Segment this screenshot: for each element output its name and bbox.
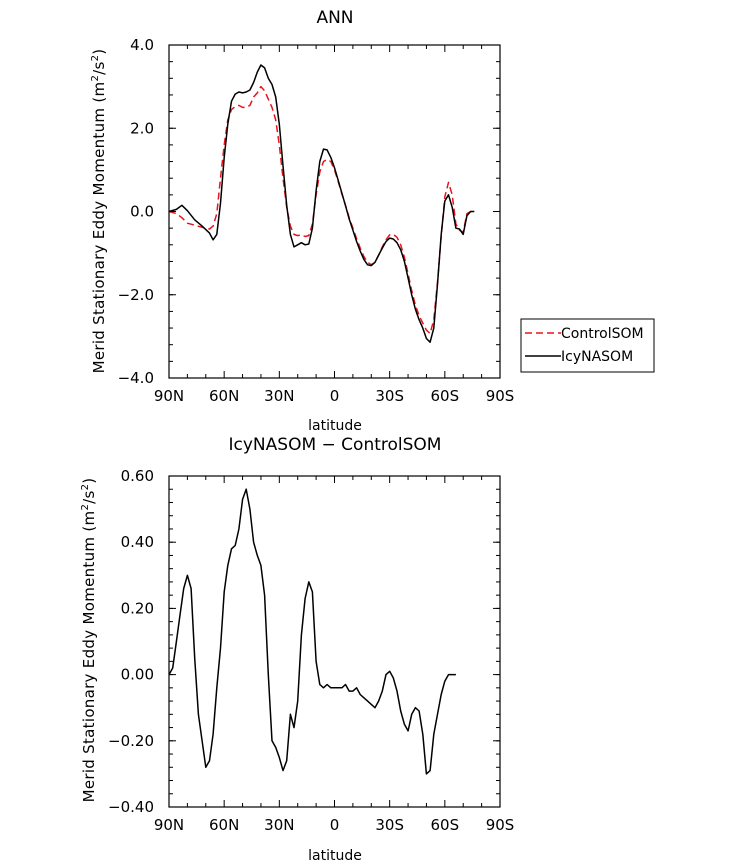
legend-label-controlsom: ControlSOM bbox=[561, 326, 644, 342]
x-tick-label: 30N bbox=[264, 816, 294, 834]
x-tick-label: 0 bbox=[330, 387, 340, 405]
y-tick-label: −0.40 bbox=[108, 798, 154, 816]
x-tick-label: 90N bbox=[154, 387, 184, 405]
y-axis-label-top: Merid Stationary Eddy Momentum (m2/s2) bbox=[90, 49, 108, 374]
legend-box bbox=[520, 318, 655, 373]
x-tick-label: 90S bbox=[486, 816, 515, 834]
x-tick-label: 30S bbox=[375, 387, 404, 405]
chart-panel-top: ANN Merid Stationary Eddy Momentum (m2/s… bbox=[90, 8, 655, 434]
y-tick-label: −0.20 bbox=[108, 732, 154, 750]
x-tick-label: 90N bbox=[154, 816, 184, 834]
y-axis-label-bottom: Merid Stationary Eddy Momentum (m2/s2) bbox=[80, 478, 98, 803]
plot-frame-top bbox=[168, 44, 501, 379]
y-tick-label: 0.0 bbox=[130, 203, 154, 221]
legend: ControlSOM IcyNASOM bbox=[520, 318, 655, 373]
y-tick-label: 0.00 bbox=[121, 666, 154, 684]
x-tick-label: 30N bbox=[264, 387, 294, 405]
y-tick-label: 0.60 bbox=[121, 467, 154, 485]
y-tick-label: 4.0 bbox=[130, 36, 154, 54]
y-tick-label: 0.20 bbox=[121, 599, 154, 617]
series-line-controlsom bbox=[168, 85, 475, 335]
x-tick-label: 30S bbox=[375, 816, 404, 834]
x-axis-label-top: latitude bbox=[308, 418, 362, 434]
x-tick-label: 60N bbox=[209, 816, 239, 834]
x-tick-label: 0 bbox=[330, 816, 340, 834]
chart-title-top: ANN bbox=[316, 8, 353, 28]
chart-panel-bottom: IcyNASOM − ControlSOM Merid Stationary E… bbox=[80, 435, 514, 864]
series-line-icynasom bbox=[168, 64, 475, 343]
y-tick-label: 2.0 bbox=[130, 119, 154, 137]
y-tick-label: −4.0 bbox=[118, 369, 154, 387]
x-tick-label: 90S bbox=[486, 387, 515, 405]
y-tick-label: 0.40 bbox=[121, 533, 154, 551]
legend-label-icynasom: IcyNASOM bbox=[561, 349, 633, 365]
x-tick-label: 60S bbox=[431, 816, 460, 834]
series-line-difference bbox=[168, 488, 456, 775]
y-tick-label: −2.0 bbox=[118, 286, 154, 304]
chart-title-bottom: IcyNASOM − ControlSOM bbox=[229, 435, 442, 455]
x-tick-label: 60N bbox=[209, 387, 239, 405]
x-tick-label: 60S bbox=[431, 387, 460, 405]
plot-frame-bottom bbox=[168, 475, 501, 808]
x-axis-label-bottom: latitude bbox=[308, 848, 362, 864]
